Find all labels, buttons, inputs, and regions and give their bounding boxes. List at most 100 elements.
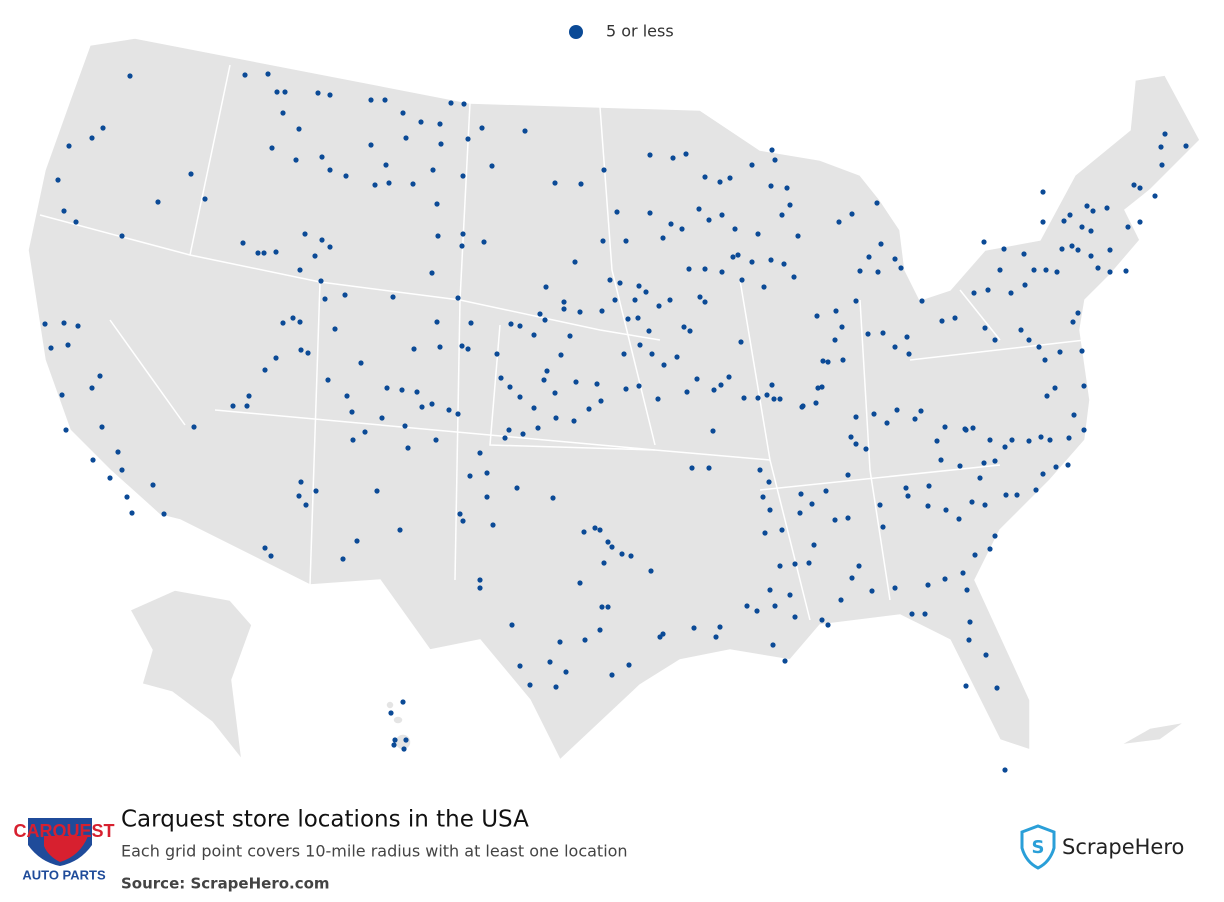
alaska-islands bbox=[1119, 721, 1186, 746]
store-location bbox=[609, 672, 615, 678]
store-location bbox=[531, 405, 537, 411]
store-location bbox=[869, 588, 875, 594]
store-location bbox=[429, 401, 435, 407]
store-location bbox=[448, 100, 454, 106]
store-location bbox=[522, 128, 528, 134]
store-location bbox=[255, 250, 261, 256]
store-location bbox=[244, 403, 250, 409]
store-location bbox=[764, 392, 770, 398]
store-location bbox=[985, 287, 991, 293]
store-location bbox=[1002, 767, 1008, 773]
store-location bbox=[372, 182, 378, 188]
store-location bbox=[265, 71, 271, 77]
logo-tagline: AUTO PARTS bbox=[22, 867, 106, 882]
store-location bbox=[274, 89, 280, 95]
store-location bbox=[129, 510, 135, 516]
store-location bbox=[327, 92, 333, 98]
store-location bbox=[832, 517, 838, 523]
store-location bbox=[963, 683, 969, 689]
store-location bbox=[124, 494, 130, 500]
store-location bbox=[90, 457, 96, 463]
store-location bbox=[1059, 246, 1065, 252]
store-location bbox=[982, 502, 988, 508]
store-location bbox=[97, 373, 103, 379]
store-location bbox=[202, 196, 208, 202]
store-location bbox=[702, 266, 708, 272]
store-location bbox=[892, 256, 898, 262]
store-location bbox=[410, 181, 416, 187]
store-location bbox=[107, 475, 113, 481]
store-location bbox=[358, 360, 364, 366]
store-location bbox=[280, 110, 286, 116]
store-location bbox=[340, 556, 346, 562]
store-location bbox=[1079, 224, 1085, 230]
store-location bbox=[617, 280, 623, 286]
store-location bbox=[735, 252, 741, 258]
store-location bbox=[983, 652, 989, 658]
store-location bbox=[1043, 267, 1049, 273]
store-location bbox=[1088, 253, 1094, 259]
store-location bbox=[89, 135, 95, 141]
store-location bbox=[668, 221, 674, 227]
store-location bbox=[430, 167, 436, 173]
store-location bbox=[770, 642, 776, 648]
store-location bbox=[632, 297, 638, 303]
decoration bbox=[859, 299, 891, 601]
decoration bbox=[109, 319, 186, 426]
store-location bbox=[956, 516, 962, 522]
store-location bbox=[418, 119, 424, 125]
store-location bbox=[838, 597, 844, 603]
store-location bbox=[1038, 434, 1044, 440]
store-location bbox=[718, 382, 724, 388]
store-location bbox=[623, 238, 629, 244]
store-location bbox=[477, 450, 483, 456]
store-location bbox=[772, 603, 778, 609]
store-location bbox=[75, 323, 81, 329]
store-location bbox=[967, 619, 973, 625]
store-location bbox=[894, 407, 900, 413]
store-location bbox=[598, 398, 604, 404]
store-location bbox=[401, 746, 407, 752]
store-location bbox=[467, 473, 473, 479]
store-location bbox=[368, 142, 374, 148]
store-location bbox=[494, 351, 500, 357]
store-location bbox=[592, 525, 598, 531]
store-location bbox=[1137, 185, 1143, 191]
legend-label: 5 or less bbox=[606, 22, 674, 41]
store-location bbox=[552, 390, 558, 396]
store-location bbox=[273, 355, 279, 361]
store-location bbox=[297, 319, 303, 325]
decoration bbox=[454, 299, 461, 581]
store-location bbox=[609, 544, 615, 550]
store-location bbox=[390, 294, 396, 300]
store-location bbox=[739, 277, 745, 283]
store-location bbox=[987, 437, 993, 443]
store-location bbox=[684, 389, 690, 395]
store-location bbox=[384, 385, 390, 391]
store-location bbox=[1183, 143, 1189, 149]
store-location bbox=[903, 485, 909, 491]
decoration bbox=[44, 836, 88, 862]
store-location bbox=[558, 352, 564, 358]
store-location bbox=[787, 202, 793, 208]
store-location bbox=[674, 354, 680, 360]
store-location bbox=[498, 375, 504, 381]
store-location bbox=[293, 157, 299, 163]
store-location bbox=[771, 396, 777, 402]
store-location bbox=[550, 495, 556, 501]
store-location bbox=[1040, 189, 1046, 195]
decoration bbox=[39, 214, 661, 341]
store-location bbox=[982, 325, 988, 331]
store-location bbox=[1131, 182, 1137, 188]
store-location bbox=[42, 321, 48, 327]
store-location bbox=[507, 384, 513, 390]
store-location bbox=[594, 381, 600, 387]
store-location bbox=[871, 411, 877, 417]
store-location bbox=[599, 308, 605, 314]
store-location bbox=[918, 408, 924, 414]
store-location bbox=[296, 493, 302, 499]
land bbox=[27, 37, 1201, 763]
store-location bbox=[942, 424, 948, 430]
store-location bbox=[647, 210, 653, 216]
store-location bbox=[1022, 282, 1028, 288]
